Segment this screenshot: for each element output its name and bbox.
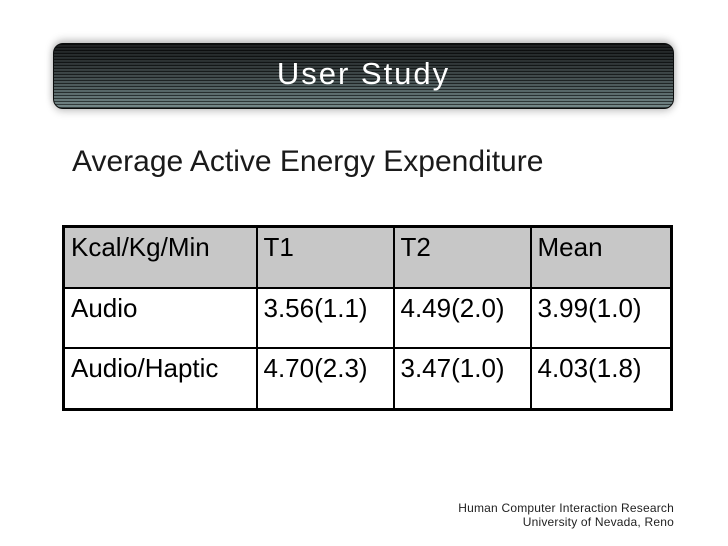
column-header-t1: T1 [255, 225, 395, 289]
table-row-audio: Audio 3.56(1.1) 4.49(2.0) 3.99(1.0) [62, 286, 673, 349]
cell-value: 3.99(1.0) [529, 286, 673, 349]
footer-line-2: University of Nevada, Reno [522, 514, 674, 529]
column-header-t2: T2 [392, 225, 532, 289]
slide-title-bar: User Study [53, 43, 674, 109]
row-label: Audio [62, 286, 258, 349]
cell-value: 4.70(2.3) [255, 346, 395, 411]
energy-expenditure-table: Kcal/Kg/Min T1 T2 Mean Audio 3.56(1.1) 4… [62, 225, 673, 411]
table-row-audio-haptic: Audio/Haptic 4.70(2.3) 3.47(1.0) 4.03(1.… [62, 346, 673, 411]
cell-value: 4.49(2.0) [392, 286, 532, 349]
column-header-units: Kcal/Kg/Min [62, 225, 258, 289]
cell-value: 3.56(1.1) [255, 286, 395, 349]
cell-value: 3.47(1.0) [392, 346, 532, 411]
slide-heading: Average Active Energy Expenditure [72, 145, 544, 178]
cell-value: 4.03(1.8) [529, 346, 673, 411]
footer-credit: Human Computer Interaction Research Univ… [458, 501, 674, 529]
table-header-row: Kcal/Kg/Min T1 T2 Mean [62, 225, 673, 289]
slide-title: User Study [276, 56, 451, 91]
column-header-mean: Mean [529, 225, 673, 289]
footer-line-1: Human Computer Interaction Research [458, 501, 674, 515]
row-label: Audio/Haptic [62, 346, 258, 411]
